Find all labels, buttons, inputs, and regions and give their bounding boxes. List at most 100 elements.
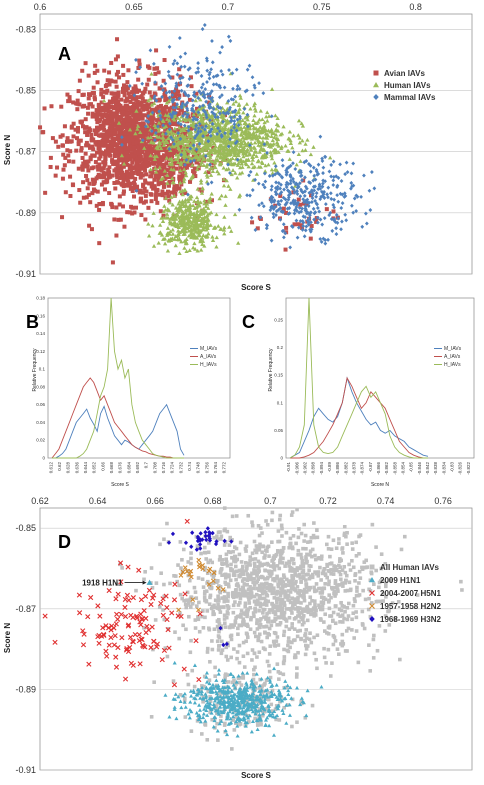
data-point <box>282 647 286 652</box>
data-point <box>246 157 251 162</box>
data-point <box>194 155 199 160</box>
data-point <box>251 152 256 157</box>
data-point <box>117 146 122 151</box>
data-point <box>305 218 310 223</box>
data-point <box>131 147 136 152</box>
data-point <box>277 578 281 582</box>
data-point <box>287 564 291 568</box>
data-point <box>215 73 220 78</box>
data-point <box>183 111 187 116</box>
data-point <box>297 170 301 175</box>
data-point <box>240 118 245 122</box>
data-point <box>292 211 297 216</box>
data-point <box>263 179 268 184</box>
data-point <box>144 189 149 194</box>
data-point <box>318 236 323 242</box>
data-point <box>176 131 181 136</box>
data-point <box>317 603 321 608</box>
data-point <box>170 202 175 207</box>
data-point <box>177 125 182 130</box>
data-point <box>329 174 334 179</box>
data-point <box>216 594 220 599</box>
data-point <box>248 147 254 152</box>
data-point <box>195 138 200 143</box>
data-point <box>160 157 165 162</box>
data-point <box>119 182 124 187</box>
data-point <box>318 134 323 139</box>
data-point <box>145 147 150 152</box>
data-point <box>319 586 323 591</box>
data-point <box>225 529 230 534</box>
data-point <box>273 611 278 616</box>
data-point <box>341 584 345 588</box>
data-point <box>178 180 183 185</box>
data-point <box>143 193 148 198</box>
data-point <box>181 179 187 184</box>
data-point <box>263 598 268 603</box>
x-tick-label: 0.64 <box>89 496 107 506</box>
data-point <box>109 100 114 105</box>
data-point <box>139 171 144 176</box>
data-point <box>138 188 143 193</box>
data-point <box>276 606 280 611</box>
data-point <box>215 153 221 158</box>
data-point <box>107 79 112 84</box>
data-point <box>267 626 272 631</box>
data-point <box>321 236 326 241</box>
data-point <box>217 629 221 634</box>
series-avian-iavs <box>38 37 340 265</box>
data-point <box>117 75 122 80</box>
data-point <box>189 84 194 89</box>
data-point <box>124 157 129 162</box>
data-point <box>207 95 211 100</box>
data-point <box>280 614 284 619</box>
data-point <box>139 125 144 130</box>
data-point <box>247 151 252 156</box>
data-point <box>134 135 139 140</box>
data-point <box>154 48 159 53</box>
data-point <box>150 223 155 228</box>
data-point <box>147 117 152 122</box>
data-point <box>323 241 328 246</box>
data-point <box>322 195 327 200</box>
data-point <box>152 157 158 161</box>
data-point <box>159 137 164 142</box>
data-point <box>225 118 230 123</box>
data-point <box>244 566 249 571</box>
data-point <box>84 125 89 130</box>
data-point <box>279 198 284 203</box>
data-point <box>99 175 104 180</box>
data-point <box>288 173 293 178</box>
data-point <box>252 651 257 656</box>
data-point <box>263 553 267 557</box>
data-point <box>316 186 321 192</box>
data-point <box>192 90 197 95</box>
data-point <box>179 182 184 187</box>
data-point <box>276 180 281 186</box>
data-point <box>198 129 203 134</box>
data-point <box>298 593 303 598</box>
data-point <box>177 251 182 255</box>
data-point <box>165 181 170 185</box>
data-point <box>258 215 263 220</box>
data-point <box>253 85 257 90</box>
data-point <box>228 578 233 583</box>
data-point <box>245 67 250 72</box>
data-point <box>309 188 314 193</box>
data-point <box>283 210 288 215</box>
data-point <box>239 170 245 175</box>
data-point <box>359 194 363 199</box>
data-point <box>217 161 222 166</box>
data-point <box>86 192 91 197</box>
data-point <box>331 572 336 576</box>
data-point <box>165 226 171 230</box>
data-point <box>55 165 60 170</box>
data-point <box>100 115 105 120</box>
data-point <box>162 537 166 542</box>
data-point <box>135 103 140 108</box>
data-point <box>115 100 120 105</box>
data-point <box>338 620 342 624</box>
data-point <box>177 174 182 179</box>
y-tick-label: 0.02 <box>36 438 45 443</box>
panel-b-ylabel: Relative Frequency <box>32 348 38 392</box>
